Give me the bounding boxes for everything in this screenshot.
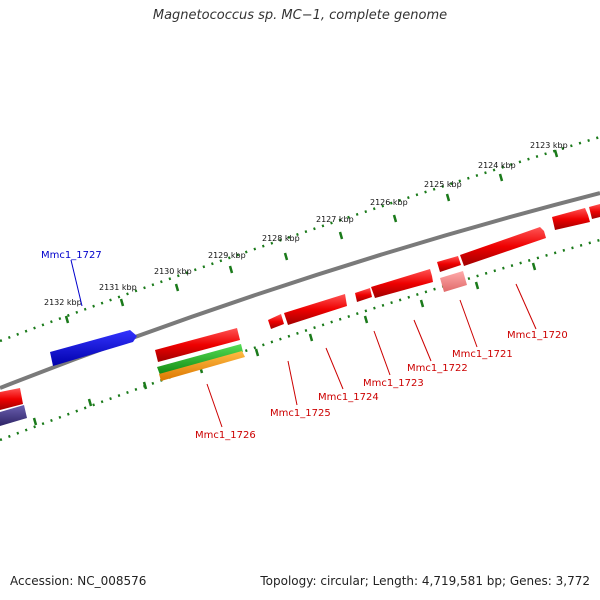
- gene-label[interactable]: Mmc1_1726: [195, 430, 256, 441]
- tick-label: 2128 kbp: [262, 234, 300, 243]
- tick-label: 2126 kbp: [370, 198, 408, 207]
- forward-genes: [0, 204, 600, 410]
- reverse-genes: [0, 271, 467, 426]
- gene-label[interactable]: Mmc1_1723: [363, 378, 424, 389]
- tick-label: 2132 kbp: [44, 298, 82, 307]
- gene-feature[interactable]: [159, 351, 245, 381]
- gene-label[interactable]: Mmc1_1725: [270, 408, 331, 419]
- tick-label: 2130 kbp: [154, 267, 192, 276]
- gene-feature[interactable]: [0, 388, 23, 410]
- gene-feature[interactable]: [355, 288, 372, 302]
- tick-label: 2131 kbp: [99, 283, 137, 292]
- gene-label[interactable]: Mmc1_1722: [407, 363, 468, 374]
- gene-feature[interactable]: [50, 330, 137, 366]
- gene-feature[interactable]: [437, 256, 461, 272]
- tick-label: 2125 kbp: [424, 180, 462, 189]
- label-leaders: [206, 283, 537, 428]
- tick-label: 2129 kbp: [208, 251, 246, 260]
- gene-feature[interactable]: [157, 344, 243, 375]
- gene-label[interactable]: Mmc1_1720: [507, 330, 568, 341]
- gene-feature[interactable]: [440, 271, 467, 292]
- map-title: Magnetococcus sp. MC−1, complete genome: [152, 8, 448, 23]
- gene-feature[interactable]: [589, 204, 600, 219]
- outer-tick-track: [0, 135, 600, 343]
- gene-feature[interactable]: [155, 328, 240, 362]
- gene-feature[interactable]: [284, 294, 347, 325]
- gene-feature[interactable]: [460, 227, 546, 266]
- gene-label[interactable]: Mmc1_1727: [41, 250, 102, 261]
- gene-label[interactable]: Mmc1_1721: [452, 349, 513, 360]
- genome-info-text: Topology: circular; Length: 4,719,581 bp…: [260, 574, 590, 588]
- gene-feature[interactable]: [371, 269, 433, 298]
- gene-feature[interactable]: [268, 314, 284, 329]
- inner-tick-track: [0, 238, 600, 442]
- major-ticks: [32, 149, 559, 426]
- tick-label: 2123 kbp: [530, 141, 568, 150]
- gene-label[interactable]: Mmc1_1724: [318, 392, 379, 403]
- gene-feature[interactable]: [0, 405, 27, 426]
- accession-text: Accession: NC_008576: [10, 574, 147, 588]
- tick-label: 2127 kbp: [316, 215, 354, 224]
- tick-label: 2124 kbp: [478, 161, 516, 170]
- gene-feature[interactable]: [552, 208, 590, 230]
- label-leader: [70, 259, 83, 307]
